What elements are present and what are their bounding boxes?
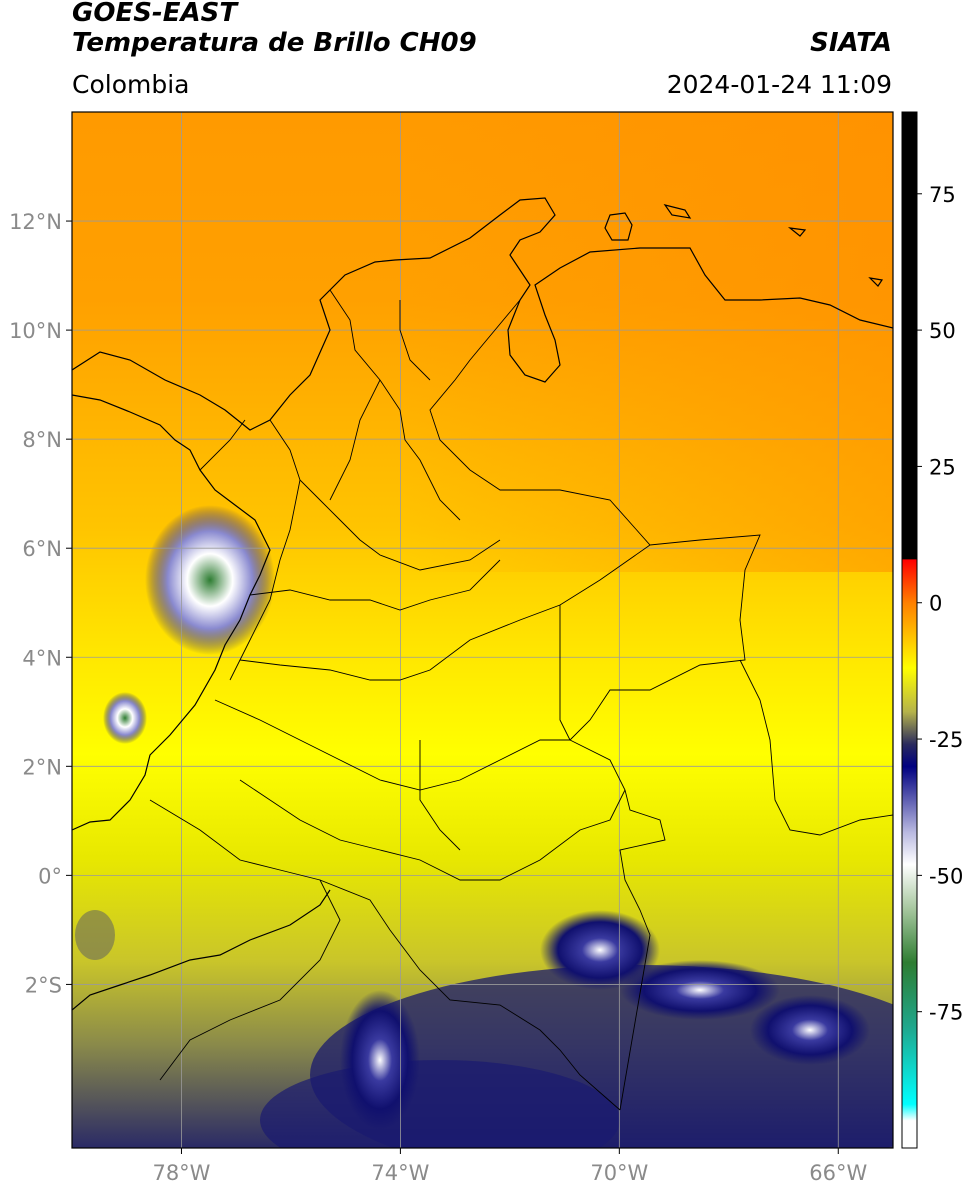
colorbar-tick-label: 0: [929, 592, 942, 616]
colorbar-tick-label: 75: [929, 183, 956, 207]
region-label: Colombia: [72, 70, 190, 99]
map-frame: [71, 111, 894, 1149]
lat-tick-label: 10°N: [9, 319, 62, 343]
colorbar-tick-label: -75: [929, 1001, 963, 1025]
dept-8: [559, 605, 571, 741]
colorbar-tick-label: -25: [929, 728, 963, 752]
timestamp-label: 2024-01-24 11:09: [666, 70, 892, 99]
border-brazil-venezuela: [739, 659, 893, 836]
lat-tick-label: 2°S: [25, 973, 62, 997]
island-small-2: [787, 227, 807, 237]
colorbar-gradient: [902, 112, 917, 1148]
coastlines: [72, 197, 893, 1011]
island: [604, 212, 633, 241]
product-title: Temperatura de Brillo CH09: [72, 28, 477, 58]
border-panama: [199, 419, 246, 471]
coastline-south: [72, 889, 331, 1011]
lon-tick-label: 70°W: [590, 1161, 648, 1185]
dept-7: [419, 740, 461, 851]
lat-tick-label: 8°N: [22, 428, 62, 452]
dept-1: [329, 289, 461, 521]
lat-tick-label: 2°N: [22, 755, 62, 779]
border-colombia-peru: [149, 799, 621, 1111]
lat-tick-label: 12°N: [9, 210, 62, 234]
admin-boundaries: [149, 289, 893, 1111]
lon-tick-label: 78°W: [152, 1161, 210, 1185]
border-ecuador-peru: [159, 879, 341, 1081]
colorbar-tick-label: -50: [929, 864, 963, 888]
dept-11: [399, 300, 431, 381]
lat-tick-label: 6°N: [22, 537, 62, 561]
dept-4: [239, 544, 651, 681]
brand-label: SIATA: [810, 28, 892, 58]
lon-tick-label: 74°W: [371, 1161, 429, 1185]
island-small-3: [868, 277, 884, 287]
dept-9: [229, 479, 301, 681]
island-small: [663, 204, 692, 219]
dept-10: [329, 379, 381, 501]
graticule: [66, 112, 893, 1154]
lat-tick-label: 4°N: [22, 646, 62, 670]
dept-3: [249, 559, 501, 611]
axis-labels: 78°W 74°W 70°W 66°W 12°N 10°N 8°N 6°N 4°N 2°N 0° 2°…: [9, 210, 867, 1185]
coastline-caribbean: [72, 197, 893, 431]
dept-2: [269, 419, 501, 571]
satellite-title: GOES-EAST: [72, 0, 238, 28]
dept-6: [239, 779, 626, 881]
satellite-image: [72, 112, 893, 1148]
lon-tick-label: 66°W: [809, 1161, 867, 1185]
colorbar-frame: [901, 111, 918, 1149]
colorbar: 75 50 25 0 -25 -50 -75: [901, 111, 963, 1149]
colorbar-tick-label: 50: [929, 319, 956, 343]
colorbar-tick-label: 25: [929, 455, 956, 479]
lat-tick-label: 0°: [38, 864, 62, 888]
coastline-pacific: [72, 394, 271, 831]
dept-5: [214, 699, 570, 791]
border-colombia-brazil: [569, 739, 666, 1111]
